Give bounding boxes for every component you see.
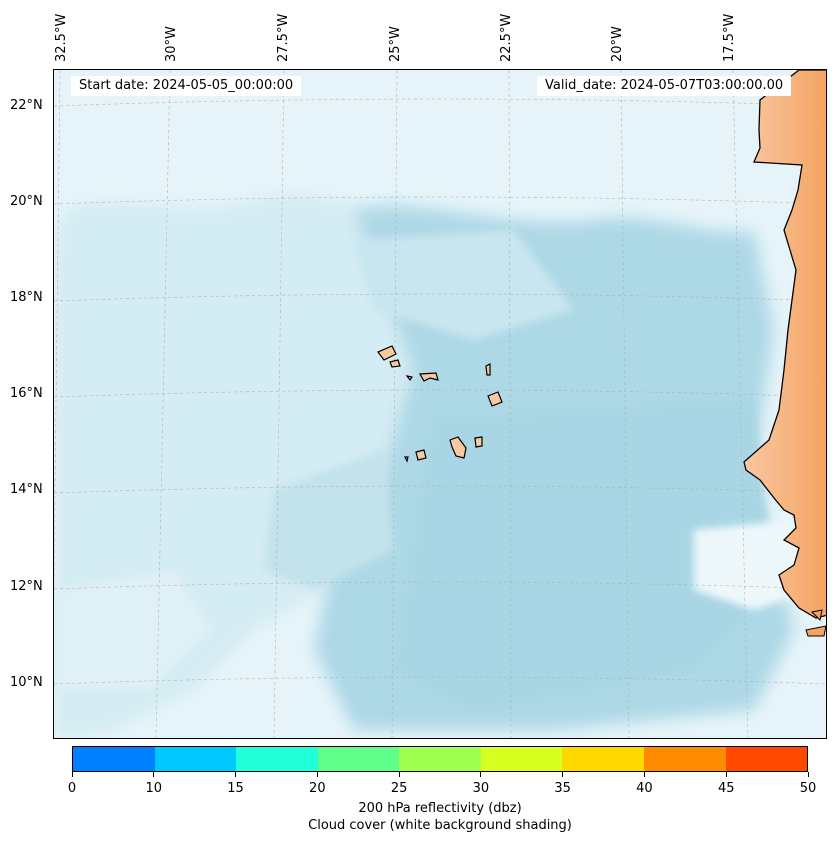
- colorbar-label: 200 hPa reflectivity (dbz): [358, 801, 522, 816]
- longitude-label: 22.5°W: [499, 13, 514, 62]
- colorbar-tick-mark: [725, 772, 727, 777]
- colorbar-segment: [154, 747, 237, 771]
- latitude-label: 10°N: [10, 675, 43, 690]
- coast-islets: [805, 609, 826, 637]
- colorbar-tick-label: 25: [390, 781, 408, 796]
- colorbar-tick-label: 35: [554, 781, 571, 796]
- colorbar-segment: [399, 747, 481, 771]
- colorbar-tick-mark: [316, 772, 318, 777]
- start-date-label: Start date: 2024-05-05_00:00:00: [71, 76, 302, 96]
- colorbar-tick-mark: [643, 772, 645, 777]
- latitude-label: 14°N: [10, 482, 43, 497]
- cape-verde-islands: [377, 345, 503, 463]
- africa-land: [743, 70, 826, 619]
- latitude-label: 16°N: [10, 386, 43, 401]
- colorbar-sublabel: Cloud cover (white background shading): [308, 818, 572, 833]
- colorbar-tick-mark: [398, 772, 400, 777]
- longitude-label: 32.5°W: [54, 13, 69, 62]
- colorbar-tick-label: 30: [472, 781, 490, 796]
- colorbar-tick-label: 15: [227, 781, 244, 796]
- colorbar-tick-label: 0: [67, 781, 77, 796]
- longitude-label: 17.5°W: [722, 13, 737, 62]
- colorbar-tick-mark: [807, 772, 809, 777]
- colorbar-segment: [643, 747, 726, 771]
- latitude-label: 22°N: [10, 98, 43, 113]
- colorbar-tick-label: 50: [799, 781, 817, 796]
- colorbar-segment: [317, 747, 400, 771]
- colorbar-tick-mark: [562, 772, 564, 777]
- colorbar-tick-label: 45: [717, 781, 735, 796]
- colorbar-segment: [236, 747, 318, 771]
- colorbar-segment: [480, 747, 563, 771]
- longitude-label: 25°W: [388, 26, 403, 62]
- longitude-label: 20°W: [610, 26, 625, 62]
- map-panel: [53, 69, 827, 739]
- longitude-label: 27.5°W: [276, 13, 291, 62]
- latitude-label: 18°N: [10, 290, 43, 305]
- colorbar-segment: [562, 747, 644, 771]
- colorbar-tick-label: 20: [309, 781, 326, 796]
- graticule: [54, 70, 826, 738]
- colorbar-tick-label: 40: [636, 781, 653, 796]
- reflectivity-colorbar: [72, 746, 808, 772]
- colorbar-tick-mark: [71, 772, 73, 777]
- colorbar-segment: [73, 747, 155, 771]
- colorbar-tick-mark: [235, 772, 237, 777]
- colorbar-tick-mark: [153, 772, 155, 777]
- cloud-cover-shading: [54, 70, 826, 738]
- colorbar-segment: [725, 747, 808, 771]
- latitude-label: 12°N: [10, 579, 43, 594]
- latitude-label: 20°N: [10, 194, 43, 209]
- colorbar-tick-label: 10: [145, 781, 163, 796]
- longitude-label: 30°W: [164, 26, 179, 62]
- colorbar-tick-mark: [480, 772, 482, 777]
- valid-date-label: Valid_date: 2024-05-07T03:00:00.00: [537, 76, 792, 96]
- map-canvas: [54, 70, 826, 738]
